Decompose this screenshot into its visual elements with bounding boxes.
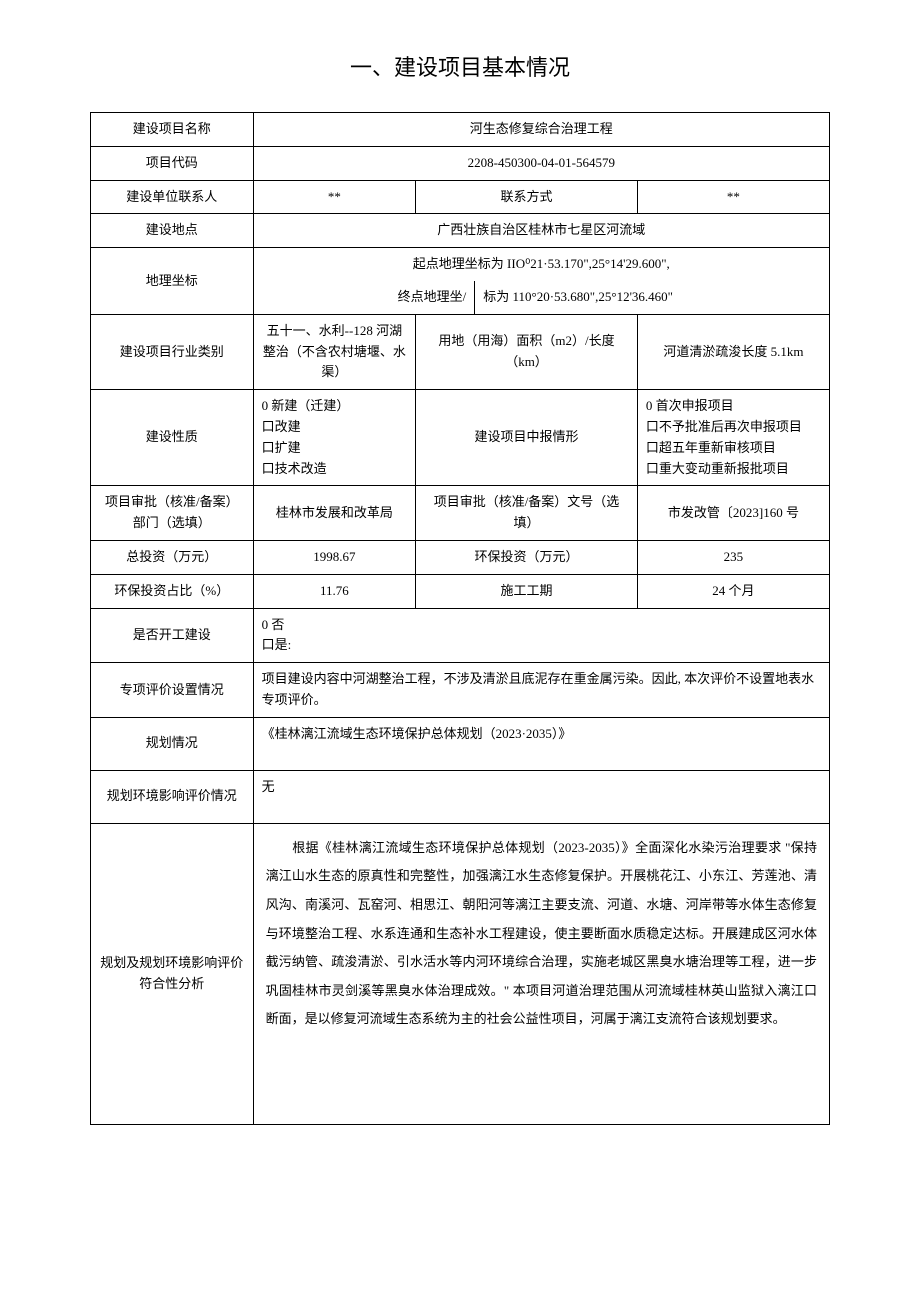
project-info-table: 建设项目名称 河生态修复综合治理工程 项目代码 2208-450300-04-0… — [90, 112, 830, 1125]
table-row: 建设单位联系人 ** 联系方式 ** — [91, 180, 830, 214]
contact-method: ** — [637, 180, 829, 214]
approval-doc-label: 项目审批（核准/备案）文号（选填） — [416, 486, 638, 541]
table-row: 项目审批（核准/备案）部门（选填） 桂林市发展和改革局 项目审批（核准/备案）文… — [91, 486, 830, 541]
checkbox-option: 口超五年重新审核项目 — [646, 440, 776, 455]
checkbox-option: 口技术改造 — [262, 461, 327, 476]
total-invest: 1998.67 — [253, 540, 416, 574]
plan-eia-label: 规划环境影响评价情况 — [91, 770, 254, 823]
coords-line1: 起点地理坐标为 IIO⁰21·53.170",25°14'29.600", — [253, 248, 829, 281]
env-invest: 235 — [637, 540, 829, 574]
table-row: 规划及规划环境影响评价符合性分析 根据《桂林漓江流域生态环境保护总体规划（202… — [91, 823, 830, 1124]
table-row: 建设项目行业类别 五十一、水利--128 河湖整治（不含农村塘堰、水渠） 用地（… — [91, 314, 830, 389]
conformity-label: 规划及规划环境影响评价符合性分析 — [91, 823, 254, 1124]
env-invest-label: 环保投资（万元） — [416, 540, 638, 574]
checkbox-option: 口重大变动重新报批项目 — [646, 461, 789, 476]
table-row: 项目代码 2208-450300-04-01-564579 — [91, 146, 830, 180]
contact-method-label: 联系方式 — [416, 180, 638, 214]
landuse: 河道清淤疏浚长度 5.1km — [637, 314, 829, 389]
special-eval-label: 专项评价设置情况 — [91, 663, 254, 718]
plan: 《桂林漓江流域生态环境保护总体规划（2023·2035）》 — [253, 717, 829, 770]
total-invest-label: 总投资（万元） — [91, 540, 254, 574]
location-label: 建设地点 — [91, 214, 254, 248]
landuse-label: 用地（用海）面积（m2）/长度（km） — [416, 314, 638, 389]
project-code: 2208-450300-04-01-564579 — [253, 146, 829, 180]
table-row: 建设地点 广西壮族自治区桂林市七星区河流域 — [91, 214, 830, 248]
table-row: 建设项目名称 河生态修复综合治理工程 — [91, 113, 830, 147]
report-options: 0 首次申报项目 口不予批准后再次申报项目 口超五年重新审核项目 口重大变动重新… — [637, 390, 829, 486]
project-name: 河生态修复综合治理工程 — [253, 113, 829, 147]
location: 广西壮族自治区桂林市七星区河流域 — [253, 214, 829, 248]
table-row: 专项评价设置情况 项目建设内容中河湖整治工程，不涉及清淤且底泥存在重金属污染。因… — [91, 663, 830, 718]
project-code-label: 项目代码 — [91, 146, 254, 180]
checkbox-option: 口不予批准后再次申报项目 — [646, 419, 802, 434]
special-eval: 项目建设内容中河湖整治工程，不涉及清淤且底泥存在重金属污染。因此, 本次评价不设… — [253, 663, 829, 718]
page-title: 一、建设项目基本情况 — [90, 50, 830, 82]
duration-label: 施工工期 — [416, 574, 638, 608]
contact: ** — [253, 180, 416, 214]
started-options: 0 否 口是: — [253, 608, 829, 663]
env-ratio-label: 环保投资占比（%） — [91, 574, 254, 608]
nature-options: 0 新建（迁建） 口改建 口扩建 口技术改造 — [253, 390, 416, 486]
table-row: 是否开工建设 0 否 口是: — [91, 608, 830, 663]
plan-eia: 无 — [253, 770, 829, 823]
approval-doc: 市发改管〔2023]160 号 — [637, 486, 829, 541]
coords-line2a: 终点地理坐/ — [253, 281, 475, 314]
checkbox-option: 口改建 — [262, 419, 301, 434]
coords-line2b: 标为 110°20·53.680",25°12'36.460" — [475, 281, 830, 314]
industry-label: 建设项目行业类别 — [91, 314, 254, 389]
conformity: 根据《桂林漓江流域生态环境保护总体规划（2023-2035）》全面深化水染污治理… — [253, 823, 829, 1124]
approval-dept: 桂林市发展和改革局 — [253, 486, 416, 541]
checkbox-option: 0 新建（迁建） — [262, 398, 350, 413]
nature-label: 建设性质 — [91, 390, 254, 486]
table-row: 规划环境影响评价情况 无 — [91, 770, 830, 823]
table-row: 建设性质 0 新建（迁建） 口改建 口扩建 口技术改造 建设项目中报情形 0 首… — [91, 390, 830, 486]
checkbox-option: 口扩建 — [262, 440, 301, 455]
checkbox-option: 0 否 — [262, 617, 285, 632]
industry: 五十一、水利--128 河湖整治（不含农村塘堰、水渠） — [253, 314, 416, 389]
coords-label: 地理坐标 — [91, 248, 254, 315]
table-row: 环保投资占比（%） 11.76 施工工期 24 个月 — [91, 574, 830, 608]
started-label: 是否开工建设 — [91, 608, 254, 663]
checkbox-option: 0 首次申报项目 — [646, 398, 734, 413]
report-label: 建设项目中报情形 — [416, 390, 638, 486]
approval-dept-label: 项目审批（核准/备案）部门（选填） — [91, 486, 254, 541]
table-row: 地理坐标 起点地理坐标为 IIO⁰21·53.170",25°14'29.600… — [91, 248, 830, 281]
duration: 24 个月 — [637, 574, 829, 608]
project-name-label: 建设项目名称 — [91, 113, 254, 147]
table-row: 规划情况 《桂林漓江流域生态环境保护总体规划（2023·2035）》 — [91, 717, 830, 770]
env-ratio: 11.76 — [253, 574, 416, 608]
contact-label: 建设单位联系人 — [91, 180, 254, 214]
checkbox-option: 口是: — [262, 637, 292, 652]
plan-label: 规划情况 — [91, 717, 254, 770]
table-row: 总投资（万元） 1998.67 环保投资（万元） 235 — [91, 540, 830, 574]
